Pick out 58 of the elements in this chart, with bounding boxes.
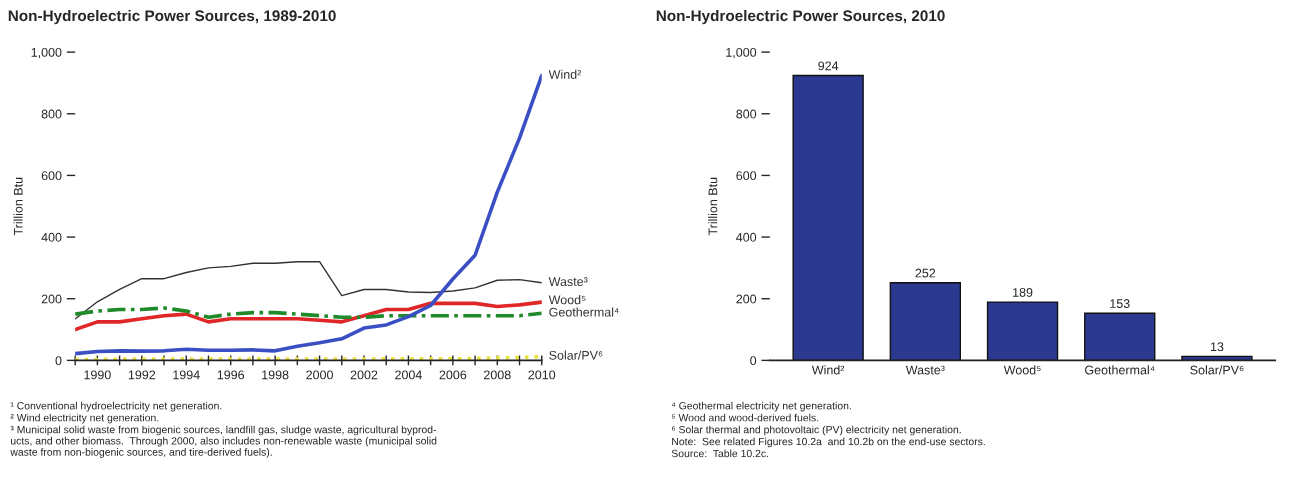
x-tick-label: 1996	[217, 370, 245, 380]
data-label: 924	[818, 61, 839, 71]
data-label: 13	[1210, 342, 1224, 352]
x-tick-label: Wind²	[811, 365, 845, 375]
line-series	[75, 73, 542, 356]
y-tick-label: 1,000	[31, 47, 62, 59]
y-tick-label: 800	[41, 109, 62, 119]
y-tick-label: 200	[736, 294, 757, 304]
x-tick-label: Solar/PV⁶	[1190, 365, 1244, 375]
source-note: Source: Table 10.2c.	[671, 449, 769, 458]
y-tick-label: 0	[55, 356, 62, 366]
data-label: 252	[915, 268, 936, 278]
series-label: Geothermal⁴	[549, 307, 619, 317]
series-label: Waste³	[548, 277, 588, 287]
text: ⁶ Solar thermal and photovoltaic (PV) electricity net generation.	[671, 425, 961, 436]
y-tick-label: 400	[41, 232, 62, 242]
y-tick-label: 600	[736, 171, 757, 181]
y-tick-label: 0	[750, 356, 757, 366]
text: ¹ Conventional hydroelectricity net generation.	[10, 401, 222, 412]
x-tick-label: 1992	[128, 370, 156, 380]
series-label: Solar/PV⁶	[549, 350, 603, 360]
y-tick-label: 1,000	[726, 47, 757, 59]
text: ³ Municipal solid waste from biogenic sources, landfill gas, sludge waste, agricultural byprod- ucts, and other biomass. Through 2000, also includes non-renewable waste (municipal solid waste from non-biogenic sources, and tire-derived fuels).	[10, 425, 437, 458]
y-axis-title: Trillion Btu	[708, 177, 718, 236]
bar	[792, 74, 864, 361]
x-tick-label: 2010	[528, 370, 556, 380]
data-label: 189	[1013, 288, 1033, 297]
x-tick-label: Geothermal⁴	[1085, 365, 1155, 375]
x-tick-label: 2002	[350, 370, 378, 380]
x-tick-label: 1998	[262, 370, 289, 380]
x-tick-label: 2008	[484, 370, 511, 380]
text: ⁴ Geothermal electricity net generation.	[671, 401, 851, 412]
x-tick-label: Waste³	[905, 365, 945, 375]
bar	[986, 301, 1059, 361]
y-tick-label: 800	[736, 109, 757, 119]
x-tick-label: Wood⁵	[1003, 365, 1041, 375]
x-tick-label: 2006	[439, 370, 467, 380]
chart-title: Non-Hydroelectric Power Sources, 1989-2010	[8, 9, 336, 25]
line-series	[75, 300, 542, 332]
series-label: Wind²	[548, 69, 582, 79]
y-tick-label: 200	[41, 294, 62, 304]
x-tick-label: 1994	[173, 370, 200, 380]
bar	[889, 282, 962, 361]
series-label: Wood⁵	[548, 295, 586, 305]
y-tick-label: 600	[41, 171, 62, 181]
text: ⁵ Wood and wood-derived fuels.	[671, 413, 819, 422]
text: ² Wind electricity net generation.	[10, 413, 159, 424]
y-axis-title: Trillion Btu	[13, 177, 23, 236]
data-label: 153	[1110, 299, 1130, 308]
line-series	[75, 306, 542, 320]
line-series	[75, 261, 542, 320]
x-tick-label: 2000	[306, 370, 333, 380]
x-tick-label: 2004	[395, 370, 422, 380]
x-tick-label: 1990	[84, 370, 111, 380]
text: Note: See related Figures 10.2a and 10.2b on the end-use sectors.	[672, 437, 985, 448]
y-tick-label: 400	[736, 232, 757, 242]
bar	[1084, 312, 1156, 361]
chart-title: Non-Hydroelectric Power Sources, 2010	[656, 9, 945, 25]
